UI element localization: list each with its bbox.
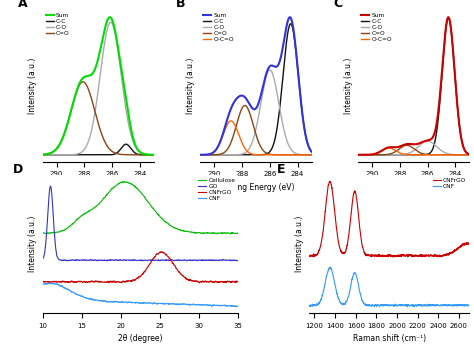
- Line: CNFrGO: CNFrGO: [43, 252, 238, 283]
- CNF: [236, 304, 241, 309]
- Line: CNF: CNF: [309, 267, 469, 307]
- CNF: [466, 303, 472, 307]
- Y-axis label: Intensity (a.u.): Intensity (a.u.): [186, 58, 195, 114]
- Text: B: B: [176, 0, 185, 10]
- Y-axis label: Intensity (a.u.): Intensity (a.u.): [28, 216, 37, 272]
- CNFrGO: [40, 280, 46, 284]
- GO: [147, 258, 153, 262]
- Text: C: C: [334, 0, 343, 10]
- GO: [40, 257, 46, 261]
- Cellulose: [236, 231, 241, 235]
- CNFrGO: [462, 243, 468, 247]
- GO: [184, 259, 190, 263]
- Cellulose: [125, 180, 130, 184]
- CNFrGO: [73, 280, 78, 284]
- CNF: [147, 301, 153, 305]
- CNF: [125, 300, 130, 304]
- X-axis label: Binding Energy (eV): Binding Energy (eV): [218, 183, 294, 192]
- CNFrGO: [236, 280, 241, 284]
- CNF: [404, 305, 410, 309]
- CNFrGO: [327, 180, 333, 184]
- CNF: [40, 282, 46, 287]
- X-axis label: Raman shift (cm⁻¹): Raman shift (cm⁻¹): [353, 334, 426, 343]
- Y-axis label: Intensity (a.u.): Intensity (a.u.): [344, 58, 353, 114]
- CNF: [462, 303, 467, 307]
- CNFrGO: [384, 254, 390, 258]
- X-axis label: Binding Energy (eV): Binding Energy (eV): [60, 183, 137, 192]
- Y-axis label: Intensity (a.u.): Intensity (a.u.): [295, 216, 304, 272]
- GO: [73, 258, 79, 262]
- CNF: [384, 303, 390, 307]
- Legend: Sum, C-C, C-O, C=O: Sum, C-C, C-O, C=O: [46, 13, 70, 36]
- Line: Cellulose: Cellulose: [43, 182, 238, 234]
- CNF: [327, 265, 333, 269]
- GO: [106, 258, 111, 262]
- Y-axis label: Intensity (a.u.): Intensity (a.u.): [28, 58, 37, 114]
- CNFrGO: [462, 243, 467, 247]
- CNF: [73, 292, 79, 296]
- CNF: [235, 305, 240, 309]
- CNFrGO: [306, 254, 312, 258]
- CNFrGO: [315, 252, 320, 256]
- Text: E: E: [277, 163, 286, 176]
- CNFrGO: [147, 262, 153, 266]
- CNFrGO: [391, 255, 397, 259]
- Legend: Cellulose, GO, CNFrGO, CNF: Cellulose, GO, CNFrGO, CNF: [198, 178, 235, 201]
- Legend: CNFrGO, CNF: CNFrGO, CNF: [433, 178, 466, 190]
- CNFrGO: [143, 269, 148, 273]
- X-axis label: Binding Energy (eV): Binding Energy (eV): [375, 183, 452, 192]
- Line: CNFrGO: CNFrGO: [309, 182, 469, 257]
- Text: D: D: [13, 163, 24, 176]
- Cellulose: [106, 191, 111, 195]
- Cellulose: [66, 225, 72, 229]
- Cellulose: [147, 202, 153, 206]
- Cellulose: [120, 180, 126, 184]
- Line: GO: GO: [43, 186, 238, 261]
- Cellulose: [143, 196, 148, 201]
- CNF: [380, 303, 386, 308]
- Legend: Sum, C-C, C-O, C=O, O-C=O: Sum, C-C, C-O, C=O, O-C=O: [361, 13, 392, 42]
- Line: CNF: CNF: [43, 283, 238, 307]
- CNFrGO: [380, 254, 386, 258]
- CNFrGO: [118, 281, 124, 285]
- GO: [143, 258, 148, 262]
- CNF: [315, 302, 320, 306]
- CNFrGO: [106, 280, 111, 284]
- CNFrGO: [160, 250, 165, 254]
- Legend: Sum, C-C, C-O, C=O, O-C=O: Sum, C-C, C-O, C=O, O-C=O: [203, 13, 234, 42]
- CNFrGO: [125, 279, 130, 283]
- X-axis label: 2θ (degree): 2θ (degree): [118, 334, 163, 343]
- CNF: [48, 281, 54, 285]
- GO: [125, 258, 130, 262]
- Cellulose: [228, 232, 233, 236]
- GO: [236, 258, 241, 262]
- GO: [48, 184, 54, 188]
- GO: [66, 258, 72, 262]
- CNFrGO: [466, 241, 472, 245]
- CNF: [462, 303, 468, 307]
- CNF: [306, 304, 312, 308]
- CNF: [143, 301, 148, 305]
- Cellulose: [40, 231, 46, 235]
- Text: A: A: [18, 0, 28, 10]
- CNFrGO: [433, 253, 438, 257]
- CNF: [433, 304, 438, 308]
- CNF: [66, 288, 72, 292]
- CNF: [106, 300, 111, 304]
- Cellulose: [73, 219, 78, 223]
- CNFrGO: [66, 280, 72, 284]
